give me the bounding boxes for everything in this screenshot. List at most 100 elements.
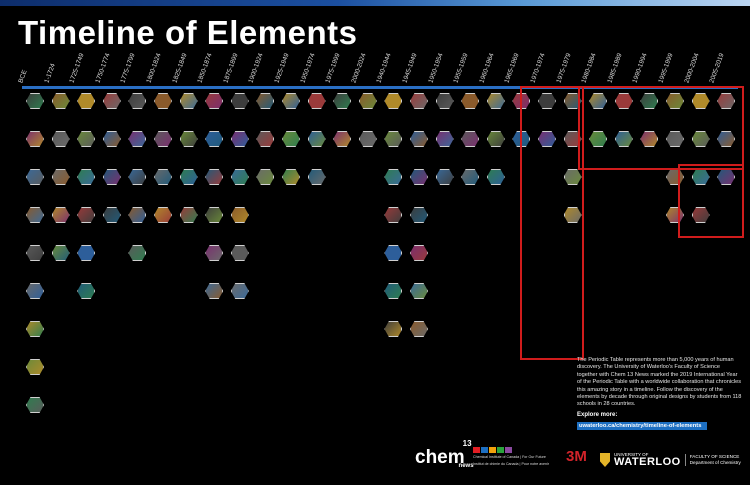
element-hex-icon	[563, 169, 582, 185]
cic-logo: Chemical Institute of Canada | For Our F…	[473, 447, 563, 473]
element-column	[562, 93, 584, 245]
element-tile	[357, 131, 379, 169]
element-hex-icon	[77, 131, 96, 147]
element-tile	[613, 93, 635, 131]
element-hex-icon	[26, 397, 44, 413]
element-hex-icon	[384, 93, 403, 109]
element-hex-icon	[205, 245, 224, 261]
element-tile	[306, 131, 328, 169]
element-tile	[178, 207, 200, 245]
element-tile	[101, 207, 123, 245]
element-tile	[715, 169, 737, 207]
element-hex-icon	[51, 245, 70, 261]
element-column	[331, 93, 353, 169]
element-tile	[50, 245, 72, 283]
element-hex-icon	[154, 131, 172, 147]
element-hex-icon	[384, 169, 403, 185]
element-tile	[24, 321, 46, 359]
explore-link[interactable]: uwaterloo.ca/chemistry/timeline-of-eleme…	[577, 422, 707, 430]
element-tile	[331, 93, 353, 131]
element-hex-icon	[205, 93, 224, 109]
period-label: 2005-2019	[709, 52, 737, 86]
element-hex-icon	[717, 169, 736, 185]
element-tile	[126, 245, 148, 283]
element-tile	[280, 131, 302, 169]
cic-mark-icon	[481, 447, 488, 453]
element-hex-icon	[179, 207, 198, 223]
element-tile	[152, 207, 174, 245]
element-tile	[408, 207, 430, 245]
element-column	[536, 93, 558, 169]
element-tile	[459, 131, 481, 169]
element-tile	[382, 245, 404, 283]
faculty-name: FACULTY OF SCIENCE	[689, 454, 740, 459]
element-hex-icon	[563, 131, 582, 147]
element-tile	[408, 245, 430, 283]
element-column	[715, 93, 737, 207]
cic-mark-icon	[473, 447, 480, 453]
element-hex-icon	[410, 207, 428, 223]
element-tile	[254, 169, 276, 207]
element-hex-icon	[538, 131, 556, 147]
element-hex-icon	[26, 359, 44, 375]
element-tile	[357, 93, 379, 131]
element-tile	[203, 207, 225, 245]
element-tile	[485, 131, 507, 169]
element-tile	[690, 207, 712, 245]
element-tile	[229, 169, 251, 207]
element-hex-icon	[282, 93, 300, 109]
element-column	[75, 93, 97, 321]
element-hex-icon	[640, 93, 659, 109]
element-tile	[434, 169, 456, 207]
element-tile	[408, 169, 430, 207]
element-hex-icon	[486, 169, 505, 185]
element-hex-icon	[563, 93, 582, 109]
element-hex-icon	[256, 93, 275, 109]
element-hex-icon	[205, 131, 224, 147]
element-hex-icon	[358, 131, 377, 147]
explore-label: Explore more:	[577, 412, 618, 418]
element-tile	[306, 93, 328, 131]
element-column	[229, 93, 251, 321]
element-hex-icon	[205, 169, 224, 185]
element-column	[254, 93, 276, 207]
element-tile	[306, 169, 328, 207]
element-hex-icon	[333, 131, 352, 147]
element-hex-icon	[77, 93, 96, 109]
element-hex-icon	[666, 93, 684, 109]
timeline-axis-line	[22, 86, 738, 89]
element-hex-icon	[205, 207, 224, 223]
element-hex-icon	[461, 131, 480, 147]
element-tile	[126, 207, 148, 245]
sponsor-logo: 3M	[566, 448, 587, 465]
element-hex-icon	[614, 93, 633, 109]
element-hex-icon	[51, 93, 70, 109]
cic-line-fr: Institut de chimie du Canada | Pour notr…	[473, 461, 550, 466]
element-tile	[382, 169, 404, 207]
element-tile	[459, 169, 481, 207]
element-tile	[715, 93, 737, 131]
element-hex-icon	[179, 169, 198, 185]
element-tile	[638, 93, 660, 131]
element-column	[408, 93, 430, 359]
element-tile	[24, 397, 46, 435]
element-hex-icon	[102, 93, 121, 109]
element-tile	[24, 245, 46, 283]
element-hex-icon	[128, 93, 147, 109]
element-column	[24, 93, 46, 435]
element-hex-icon	[589, 93, 608, 109]
element-tile	[75, 93, 97, 131]
element-column	[459, 93, 481, 207]
element-tile	[178, 169, 200, 207]
element-tile	[50, 131, 72, 169]
element-tile	[75, 131, 97, 169]
modern-era-frame-left	[520, 86, 584, 360]
element-hex-icon	[410, 245, 428, 261]
element-hex-icon	[435, 93, 454, 109]
element-tile	[24, 93, 46, 131]
element-hex-icon	[307, 131, 326, 147]
top-gradient-bar	[0, 0, 750, 6]
element-tile	[536, 93, 558, 131]
page-title: Timeline of Elements	[18, 14, 358, 51]
element-tile	[408, 321, 430, 359]
